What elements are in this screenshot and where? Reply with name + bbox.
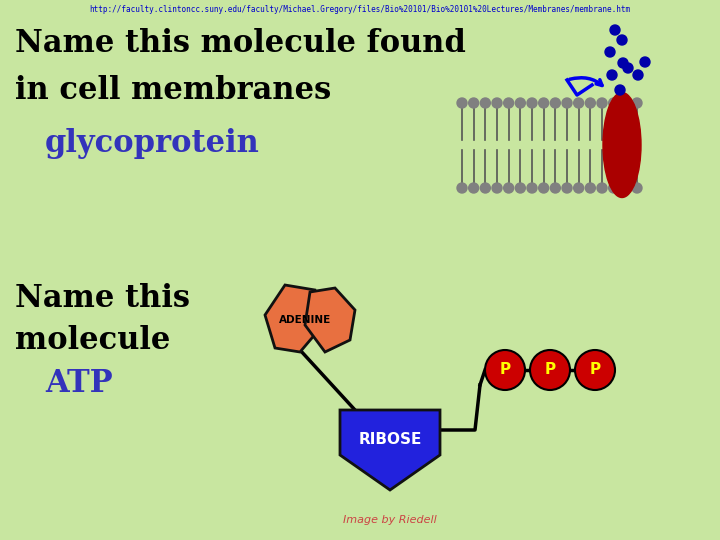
Circle shape	[457, 183, 467, 193]
Circle shape	[562, 183, 572, 193]
Circle shape	[527, 183, 537, 193]
Text: P: P	[544, 362, 556, 377]
Text: http://faculty.clintoncc.suny.edu/faculty/Michael.Gregory/files/Bio%20101/Bio%20: http://faculty.clintoncc.suny.edu/facult…	[89, 5, 631, 14]
Circle shape	[574, 98, 584, 108]
Polygon shape	[305, 288, 355, 352]
Circle shape	[562, 98, 572, 108]
Circle shape	[621, 183, 630, 193]
Circle shape	[469, 98, 479, 108]
Circle shape	[585, 183, 595, 193]
Circle shape	[457, 98, 467, 108]
Circle shape	[550, 98, 560, 108]
Text: P: P	[590, 362, 600, 377]
Circle shape	[539, 98, 549, 108]
Circle shape	[530, 350, 570, 390]
Circle shape	[607, 70, 617, 80]
Text: P: P	[500, 362, 510, 377]
Circle shape	[623, 63, 633, 73]
Circle shape	[516, 183, 526, 193]
Polygon shape	[340, 410, 440, 490]
Circle shape	[621, 98, 630, 108]
Circle shape	[539, 183, 549, 193]
Circle shape	[633, 70, 643, 80]
Text: RIBOSE: RIBOSE	[359, 433, 422, 448]
Circle shape	[615, 85, 625, 95]
Circle shape	[605, 47, 615, 57]
Text: ATP: ATP	[45, 368, 112, 399]
Circle shape	[617, 35, 627, 45]
Circle shape	[527, 98, 537, 108]
Text: in cell membranes: in cell membranes	[15, 75, 331, 106]
Circle shape	[610, 25, 620, 35]
Circle shape	[632, 183, 642, 193]
Circle shape	[550, 183, 560, 193]
Circle shape	[632, 98, 642, 108]
Circle shape	[574, 183, 584, 193]
Text: molecule: molecule	[15, 325, 171, 356]
Circle shape	[516, 98, 526, 108]
Circle shape	[469, 183, 479, 193]
Circle shape	[485, 350, 525, 390]
Circle shape	[585, 98, 595, 108]
Polygon shape	[265, 285, 323, 352]
Circle shape	[608, 183, 618, 193]
Circle shape	[492, 98, 502, 108]
Circle shape	[480, 183, 490, 193]
Text: glycoprotein: glycoprotein	[45, 128, 260, 159]
Circle shape	[504, 98, 513, 108]
Circle shape	[504, 183, 513, 193]
Text: ADENINE: ADENINE	[279, 315, 331, 325]
Circle shape	[618, 58, 628, 68]
Ellipse shape	[603, 92, 641, 198]
Circle shape	[575, 350, 615, 390]
Text: Name this molecule found: Name this molecule found	[15, 28, 466, 59]
Circle shape	[608, 98, 618, 108]
Text: Name this: Name this	[15, 283, 190, 314]
Circle shape	[480, 98, 490, 108]
Circle shape	[597, 183, 607, 193]
Text: Image by Riedell: Image by Riedell	[343, 515, 437, 525]
Circle shape	[492, 183, 502, 193]
Circle shape	[640, 57, 650, 67]
Circle shape	[597, 98, 607, 108]
